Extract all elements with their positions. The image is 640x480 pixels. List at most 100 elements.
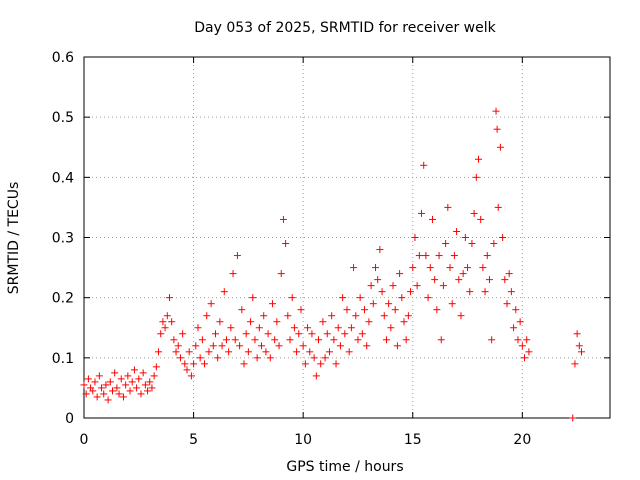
data-point [240, 360, 248, 368]
data-point [571, 360, 579, 368]
y-tick-label: 0.5 [52, 110, 74, 126]
data-point [297, 306, 305, 314]
data-point [190, 360, 198, 368]
data-point [194, 324, 202, 332]
data-point [214, 354, 222, 362]
data-point [521, 354, 529, 362]
data-point [84, 375, 92, 383]
data-point [249, 294, 257, 302]
data-point [258, 342, 266, 350]
data-point [396, 270, 404, 278]
data-point [135, 375, 143, 383]
data-point [222, 336, 230, 344]
data-point [187, 372, 195, 380]
data-point [251, 336, 259, 344]
data-point [420, 161, 428, 169]
data-point [315, 336, 323, 344]
data-point [400, 318, 408, 326]
data-point [325, 348, 333, 356]
data-point [415, 252, 423, 260]
data-point [336, 342, 344, 350]
data-point [157, 330, 165, 338]
data-point [128, 378, 136, 386]
data-point [119, 393, 127, 401]
data-point [341, 330, 349, 338]
data-point [501, 276, 509, 284]
data-point [100, 390, 108, 398]
data-point [238, 306, 246, 314]
data-point [422, 252, 430, 260]
data-point [93, 393, 101, 401]
data-point [319, 318, 327, 326]
data-point [389, 282, 397, 290]
data-point [310, 354, 318, 362]
data-point [455, 276, 463, 284]
data-point [216, 318, 224, 326]
data-point [273, 318, 281, 326]
data-point [468, 240, 476, 248]
y-tick-label: 0.6 [52, 50, 74, 66]
x-tick-label: 15 [404, 432, 422, 448]
x-tick-label: 5 [189, 432, 198, 448]
data-point [361, 306, 369, 314]
data-point [446, 264, 454, 272]
data-point [227, 324, 235, 332]
data-point [479, 264, 487, 272]
data-point [231, 336, 239, 344]
data-point [358, 330, 366, 338]
data-point [464, 264, 472, 272]
data-point [475, 155, 482, 163]
data-point [507, 288, 515, 296]
data-point [352, 312, 360, 320]
data-point [437, 336, 445, 344]
data-point [402, 336, 410, 344]
data-point [229, 270, 237, 278]
data-point [137, 390, 145, 398]
data-point [435, 252, 443, 260]
data-point [363, 342, 371, 350]
data-point [148, 384, 156, 392]
data-point [262, 348, 270, 356]
data-point [124, 372, 132, 380]
data-point [155, 348, 163, 356]
data-point [286, 336, 294, 344]
data-point [461, 234, 469, 241]
data-point [433, 306, 441, 314]
data-point [126, 387, 134, 395]
data-point [409, 264, 417, 272]
data-point [271, 336, 279, 344]
data-point [288, 294, 296, 302]
data-point [448, 300, 456, 308]
data-point [266, 354, 274, 362]
data-point [95, 372, 103, 380]
data-point [575, 342, 583, 350]
data-point [411, 234, 419, 241]
data-point [328, 312, 336, 320]
data-point [514, 336, 522, 344]
data-point [371, 264, 379, 272]
x-tick-label: 10 [294, 432, 312, 448]
y-tick-label: 0.2 [52, 291, 74, 307]
data-point [380, 312, 388, 320]
data-point [369, 300, 377, 308]
data-point [220, 288, 228, 296]
data-point [573, 330, 581, 338]
data-point [339, 294, 347, 302]
y-tick-label: 0.4 [52, 170, 74, 186]
data-point [192, 342, 200, 350]
data-point [117, 375, 125, 383]
data-point [203, 312, 211, 320]
data-point [304, 324, 312, 332]
data-point [453, 227, 461, 235]
data-point [350, 264, 358, 272]
data-point [483, 252, 491, 260]
y-axis-label: SRMTID / TECUs [6, 182, 22, 295]
data-point [205, 348, 213, 356]
data-point [431, 276, 439, 284]
data-point [89, 387, 97, 395]
data-point [82, 390, 90, 398]
data-point [212, 330, 219, 338]
data-point [505, 270, 513, 278]
data-point [450, 252, 458, 260]
data-point [225, 348, 233, 356]
